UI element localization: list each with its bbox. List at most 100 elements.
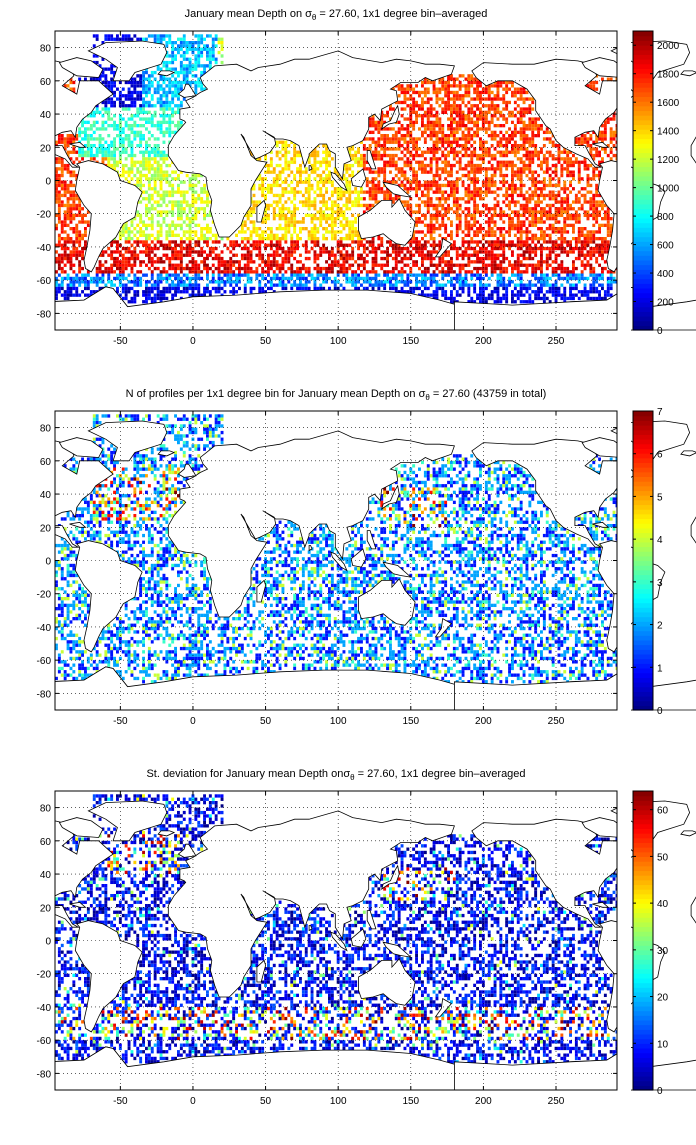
data-cell	[494, 94, 497, 97]
data-cell	[296, 234, 299, 237]
data-cell	[319, 220, 322, 223]
data-cell	[279, 264, 282, 267]
data-cell	[369, 131, 372, 134]
data-cell	[389, 244, 392, 247]
data-cell	[116, 260, 119, 263]
data-cell	[197, 51, 200, 54]
data-cell	[433, 257, 436, 260]
data-cell	[96, 137, 99, 140]
data-cell	[148, 247, 151, 250]
data-cell	[528, 151, 531, 154]
data-cell	[450, 247, 453, 250]
data-cell	[595, 210, 598, 213]
data-cell	[528, 107, 531, 110]
data-cell	[552, 157, 555, 160]
data-cell	[444, 177, 447, 180]
data-cell	[497, 151, 500, 154]
data-cell	[87, 144, 90, 147]
data-cell	[427, 191, 430, 194]
data-cell	[494, 204, 497, 207]
data-cell	[604, 151, 607, 154]
data-cell	[430, 244, 433, 247]
data-cell	[72, 88, 75, 91]
data-cell	[299, 181, 302, 184]
data-cell	[511, 167, 514, 170]
data-cell	[613, 114, 616, 117]
data-cell	[459, 151, 462, 154]
data-cell	[308, 191, 311, 194]
data-cell	[392, 161, 395, 164]
data-cell	[601, 157, 604, 160]
data-cell	[427, 184, 430, 187]
data-cell	[75, 204, 78, 207]
data-cell	[375, 184, 378, 187]
data-cell	[183, 207, 186, 210]
data-cell	[470, 217, 473, 220]
data-cell	[160, 131, 163, 134]
data-cell	[589, 134, 592, 137]
data-cell	[125, 257, 128, 260]
data-cell	[296, 244, 299, 247]
data-cell	[174, 84, 177, 87]
data-cell	[418, 91, 421, 94]
data-cell	[438, 257, 441, 260]
data-cell	[282, 210, 285, 213]
data-cell	[293, 161, 296, 164]
data-cell	[104, 104, 107, 107]
data-cell	[64, 217, 67, 220]
data-cell	[81, 247, 84, 250]
data-cell	[148, 121, 151, 124]
data-cell	[165, 224, 168, 227]
data-cell	[168, 227, 171, 230]
data-cell	[116, 124, 119, 127]
data-cell	[479, 257, 482, 260]
data-cell	[90, 137, 93, 140]
data-cell	[139, 181, 142, 184]
data-cell	[395, 137, 398, 140]
data-cell	[587, 164, 590, 167]
data-cell	[380, 237, 383, 240]
data-cell	[441, 127, 444, 130]
data-cell	[572, 164, 575, 167]
data-cell	[131, 244, 134, 247]
data-cell	[314, 237, 317, 240]
data-cell	[543, 154, 546, 157]
data-cell	[93, 44, 96, 47]
data-cell	[473, 78, 476, 81]
data-cell	[84, 154, 87, 157]
data-cell	[305, 167, 308, 170]
data-cell	[348, 227, 351, 230]
data-cell	[250, 260, 253, 263]
data-cell	[415, 220, 418, 223]
data-cell	[549, 151, 552, 154]
data-cell	[386, 194, 389, 197]
data-cell	[549, 207, 552, 210]
data-cell	[194, 61, 197, 64]
data-cell	[180, 244, 183, 247]
data-cell	[133, 174, 136, 177]
data-cell	[131, 84, 134, 87]
data-cell	[511, 151, 514, 154]
data-cell	[563, 191, 566, 194]
data-cell	[581, 177, 584, 180]
data-cell	[537, 240, 540, 243]
data-cell	[433, 250, 436, 253]
data-cell	[520, 230, 523, 233]
data-cell	[523, 101, 526, 104]
data-cell	[131, 141, 134, 144]
data-cell	[102, 147, 105, 150]
data-cell	[406, 141, 409, 144]
data-cell	[305, 177, 308, 180]
data-cell	[244, 264, 247, 267]
data-cell	[473, 174, 476, 177]
data-cell	[436, 220, 439, 223]
data-cell	[578, 220, 581, 223]
data-cell	[168, 134, 171, 137]
data-cell	[595, 204, 598, 207]
data-cell	[520, 181, 523, 184]
data-cell	[279, 151, 282, 154]
data-cell	[462, 197, 465, 200]
data-cell	[302, 227, 305, 230]
data-cell	[314, 151, 317, 154]
data-cell	[508, 164, 511, 167]
